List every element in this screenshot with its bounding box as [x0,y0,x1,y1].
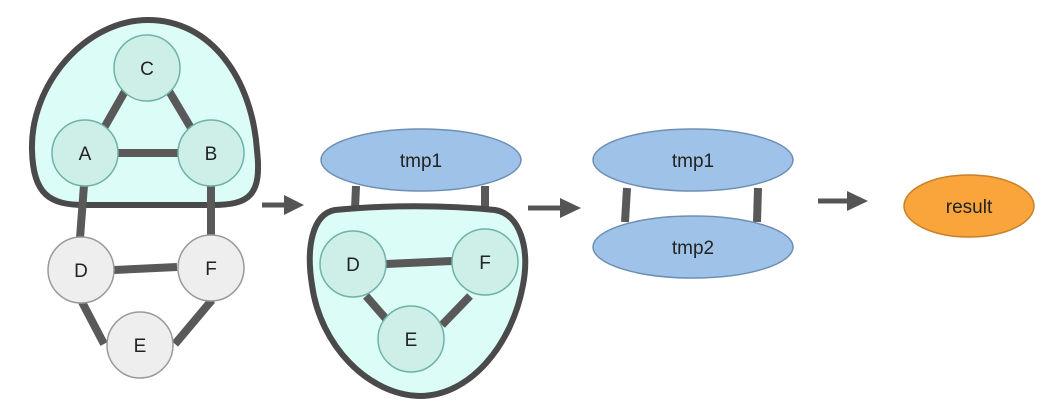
node-result-label: result [946,197,993,218]
stage-3-graph: tmp1 tmp2 [592,128,794,279]
arrow-2 [528,198,581,218]
node-tmp1: tmp1 [320,128,522,192]
node-c: C [113,34,181,102]
node-result: result [903,174,1035,238]
node-d: D [47,236,115,304]
edge-d-f [113,263,178,274]
node-f-2: F [451,228,519,296]
edge-f-e [171,297,216,347]
node-b: B [177,119,245,187]
node-tmp1-3-label: tmp1 [672,151,714,172]
node-b-label: B [205,144,218,165]
node-f-2-label: F [479,253,491,274]
node-tmp2-3: tmp2 [592,215,794,279]
node-d-label: D [74,261,88,282]
stage-1-original-graph: C A B D F E [28,16,261,379]
edge-d-e [78,300,108,346]
node-f: F [177,234,245,302]
node-e-2-label: E [405,330,418,351]
edge-tmp1-tmp2-right [753,187,762,223]
node-tmp1-label: tmp1 [400,151,442,172]
node-tmp1-3: tmp1 [592,128,794,192]
edge-f-e-2 [439,293,473,328]
node-e: E [106,311,174,379]
node-a: A [51,119,119,187]
edge-d-f-2 [385,257,453,268]
node-f-label: F [205,259,217,280]
edge-tmp1-tmp2-left [621,187,631,223]
edge-c-b [162,83,195,131]
node-d-2: D [319,230,387,298]
node-e-2: E [377,305,445,373]
arrow-1 [262,195,304,215]
stage-2-graph: tmp1 D F E [306,128,529,400]
node-e-label: E [134,336,147,357]
node-d-2-label: D [346,255,360,276]
node-tmp2-3-label: tmp2 [672,238,714,259]
arrow-3 [818,191,868,211]
node-c-label: C [140,59,154,80]
edge-a-d [76,184,88,239]
edge-a-c [100,84,132,130]
node-a-label: A [79,144,92,165]
edge-d-e-2 [362,293,391,323]
